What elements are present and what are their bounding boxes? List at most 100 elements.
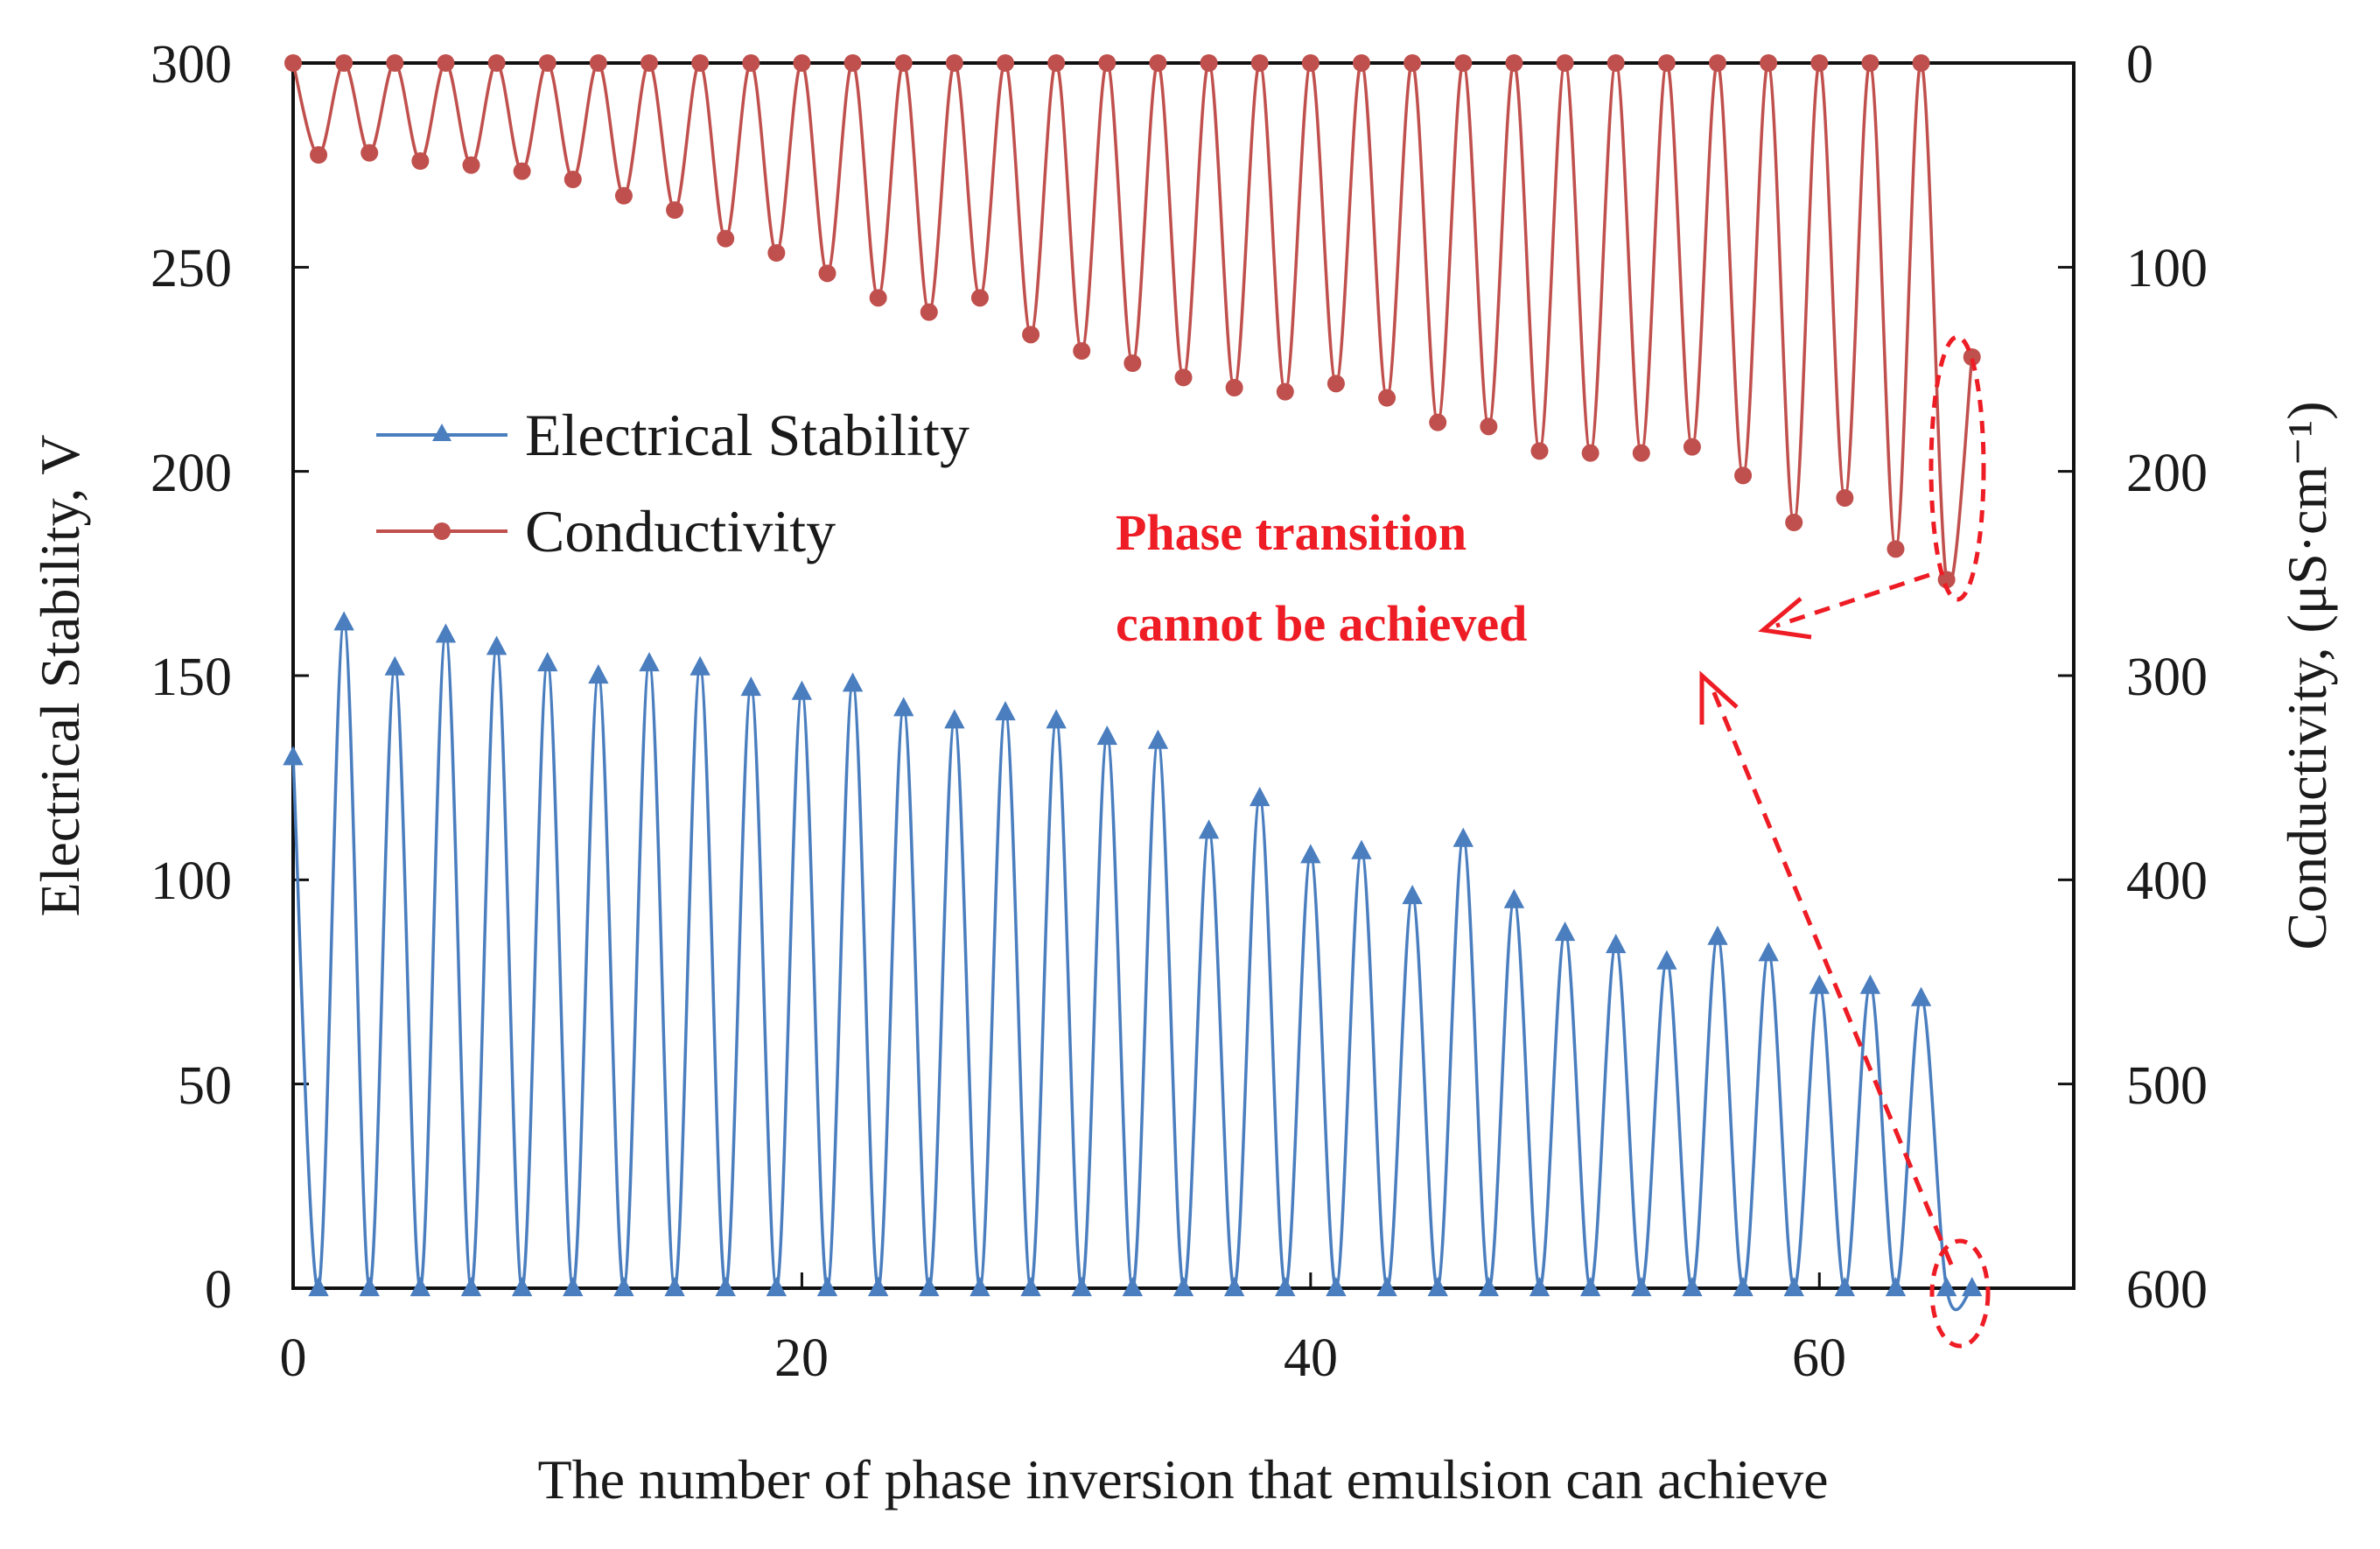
conductivity-point xyxy=(970,289,989,307)
conductivity-point xyxy=(1657,54,1676,72)
conductivity-point xyxy=(437,54,455,72)
y2-tick-label: 200 xyxy=(2126,444,2208,503)
annotation-arrowhead-bottom xyxy=(1699,670,1739,725)
legend-label-conductivity: Conductivity xyxy=(525,498,836,564)
annotation-ellipse-bottom xyxy=(1929,1238,1991,1349)
electrical-stability-point xyxy=(537,652,558,672)
electrical-stability-point xyxy=(1020,1277,1041,1297)
conductivity-point xyxy=(386,54,404,72)
conductivity-point xyxy=(1810,54,1829,72)
conductivity-point xyxy=(1200,54,1218,72)
conductivity-point xyxy=(1836,489,1854,507)
y2-tick-label: 100 xyxy=(2126,239,2208,298)
electrical-stability-point xyxy=(588,664,609,684)
electrical-stability-point xyxy=(1936,1277,1957,1297)
electrical-stability-point xyxy=(740,676,761,697)
legend-label-electrical-stability: Electrical Stability xyxy=(525,402,970,468)
conductivity-point xyxy=(894,54,913,72)
conductivity-point xyxy=(1760,54,1778,72)
conductivity-point xyxy=(564,171,582,188)
conductivity-point xyxy=(869,289,887,307)
y2-tick-label: 400 xyxy=(2126,852,2208,911)
conductivity-point xyxy=(1353,54,1370,72)
conductivity-point xyxy=(1709,54,1726,72)
y2-tick-label: 600 xyxy=(2126,1260,2208,1320)
series-conductivity xyxy=(284,54,1981,589)
conductivity-point xyxy=(1912,54,1930,72)
conductivity-point xyxy=(1429,413,1447,431)
y-tick-label: 200 xyxy=(150,444,232,503)
electrical-stability-point xyxy=(1478,1277,1500,1297)
conductivity-point xyxy=(1556,54,1574,72)
electrical-stability-point xyxy=(1452,827,1474,847)
x-tick-label: 20 xyxy=(774,1328,829,1388)
conductivity-point xyxy=(1276,382,1294,401)
conductivity-point xyxy=(793,54,811,72)
annotation-text-line2: cannot be achieved xyxy=(1116,595,1527,652)
conductivity-point xyxy=(1301,54,1320,72)
electrical-stability-point xyxy=(1554,922,1576,942)
conductivity-point xyxy=(1632,444,1650,462)
annotation-arrow-line-top xyxy=(1775,572,1930,628)
conductivity-point xyxy=(1022,326,1040,344)
electrical-stability-point xyxy=(308,1277,329,1297)
electrical-stability-point xyxy=(486,635,508,655)
electrical-stability-point xyxy=(1275,1277,1296,1297)
conductivity-point xyxy=(691,54,710,72)
electrical-stability-point xyxy=(664,1277,685,1297)
conductivity-point xyxy=(1581,444,1600,462)
conductivity-point xyxy=(717,229,735,248)
electrical-stability-point xyxy=(791,680,813,700)
legend: Electrical Stability Conductivity xyxy=(376,402,970,564)
conductivity-point xyxy=(997,54,1014,72)
conductivity-point xyxy=(1505,54,1523,72)
conductivity-point xyxy=(1886,540,1905,558)
electrical-stability-point xyxy=(715,1277,736,1297)
electrical-stability-point xyxy=(1783,1277,1804,1297)
conductivity-point xyxy=(945,54,963,72)
conductivity-point xyxy=(1047,54,1066,72)
x-axis-title: The number of phase inversion that emuls… xyxy=(537,1448,1828,1510)
annotation-text-line1: Phase transition xyxy=(1116,504,1466,561)
electrical-stability-point xyxy=(359,1277,380,1297)
conductivity-point xyxy=(462,156,480,174)
conductivity-point xyxy=(920,303,938,321)
y-tick-labels: 0 50 100 150 200 250 300 xyxy=(150,35,232,1320)
y2-tick-label: 0 xyxy=(2126,35,2153,95)
axis-ticks xyxy=(291,61,2074,1290)
conductivity-point xyxy=(335,54,354,72)
y-tick-label: 300 xyxy=(150,35,232,95)
conductivity-point xyxy=(1963,348,1981,366)
conductivity-point xyxy=(1149,54,1167,72)
y2-tick-label: 500 xyxy=(2126,1056,2208,1116)
electrical-stability-point xyxy=(384,655,405,676)
electrical-stability-point xyxy=(944,709,965,729)
electrical-stability-point xyxy=(1096,725,1117,746)
electrical-stability-point xyxy=(1172,1277,1194,1297)
electrical-stability-point xyxy=(867,1277,889,1297)
conductivity-point xyxy=(1124,354,1142,372)
electrical-stability-point xyxy=(1046,709,1067,729)
electrical-stability-point xyxy=(1910,986,1932,1006)
electrical-stability-point xyxy=(766,1277,788,1297)
conductivity-point xyxy=(1326,375,1345,393)
y-tick-label: 150 xyxy=(150,648,232,707)
electrical-stability-point xyxy=(690,655,710,676)
electrical-stability-point xyxy=(1122,1277,1144,1297)
y2-tick-labels: 0 100 200 300 400 500 600 xyxy=(2126,35,2208,1320)
conductivity-point xyxy=(1606,54,1625,72)
electrical-stability-line xyxy=(291,620,1974,1312)
conductivity-point xyxy=(411,152,430,170)
conductivity-point xyxy=(487,54,506,72)
y-tick-label: 100 xyxy=(150,852,232,911)
conductivity-point xyxy=(1098,54,1116,72)
conductivity-point xyxy=(310,146,328,164)
electrical-stability-point xyxy=(1758,942,1779,962)
y2-tick-label: 300 xyxy=(2126,648,2208,707)
plot-area xyxy=(291,61,2076,1290)
electrical-stability-point xyxy=(919,1277,940,1297)
electrical-stability-point xyxy=(1885,1277,1907,1297)
conductivity-point xyxy=(360,144,379,162)
y-axis-title: Electrical Stability, V xyxy=(29,435,91,917)
